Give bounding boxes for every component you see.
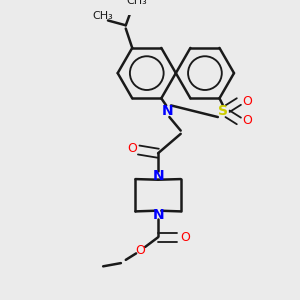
Text: O: O — [135, 244, 145, 257]
Text: S: S — [218, 104, 228, 118]
Text: O: O — [181, 231, 190, 244]
Text: O: O — [242, 114, 252, 128]
Text: N: N — [162, 104, 174, 118]
Text: O: O — [127, 142, 137, 155]
Text: N: N — [152, 208, 164, 222]
Text: O: O — [242, 95, 252, 108]
Text: CH₃: CH₃ — [93, 11, 113, 21]
Text: CH₃: CH₃ — [127, 0, 147, 6]
Text: N: N — [152, 169, 164, 183]
